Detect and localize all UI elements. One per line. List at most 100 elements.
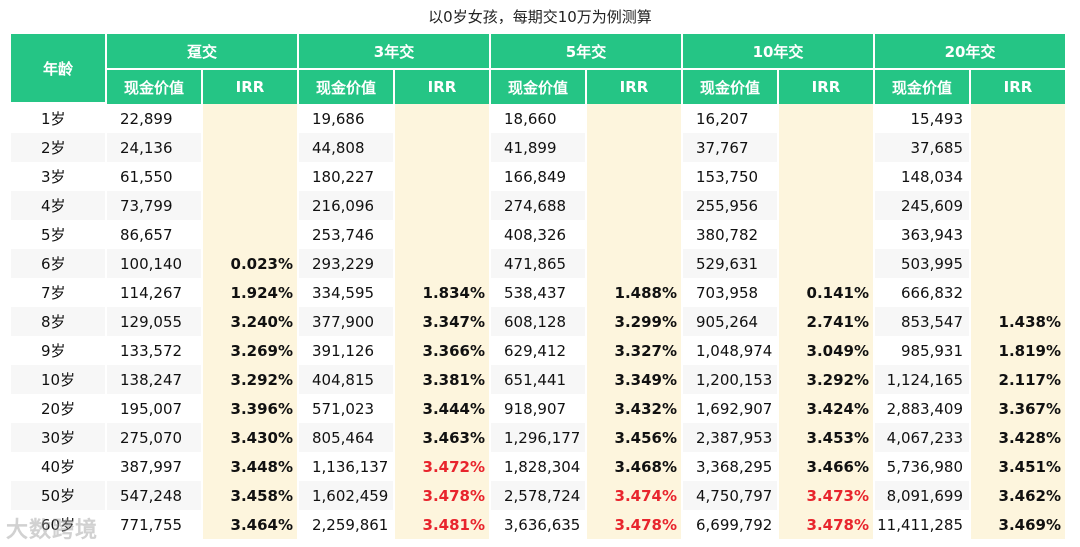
cash-value-header: 现金价值 xyxy=(107,70,201,104)
cash-value-cell: 1,828,304 xyxy=(504,457,581,476)
irr-cell: 3.472% xyxy=(395,452,489,481)
cash-value-cell: 538,437 xyxy=(504,283,567,302)
age-cell: 20岁 xyxy=(41,400,76,418)
cash-value-cell: 24,136 xyxy=(107,133,201,162)
cash-value-header: 现金价值 xyxy=(299,70,393,104)
irr-cell xyxy=(203,220,297,249)
table-row: 40岁 387,997 3.448% 1,136,137 3.472% 1,828,304… xyxy=(11,452,1065,481)
cash-value-cell: 16,207 xyxy=(696,109,749,128)
cash-value-cell: 180,227 xyxy=(312,167,375,186)
cash-value-cell: 608,128 xyxy=(491,307,585,336)
cash-value-cell: 571,023 xyxy=(312,399,375,418)
cash-value-cell: 19,686 xyxy=(312,109,365,128)
cash-value-cell: 651,441 xyxy=(491,365,585,394)
table-row: 9岁 133,572 3.269% 391,126 3.366% 629,412 3.327… xyxy=(11,336,1065,365)
irr-cell: 1.488% xyxy=(587,278,681,307)
cash-value-cell: 3,636,635 xyxy=(504,515,581,534)
cash-value-cell: 408,326 xyxy=(504,225,567,244)
age-cell: 60岁 xyxy=(41,516,76,534)
cash-value-cell: 377,900 xyxy=(299,307,393,336)
table-row: 2岁 24,136 44,808 41,899 37,767 37,685 xyxy=(11,133,1065,162)
cash-value-cell: 37,767 xyxy=(683,133,777,162)
cash-value-cell: 918,907 xyxy=(504,399,567,418)
irr-cell: 3.451% xyxy=(971,452,1065,481)
cash-value-cell: 363,943 xyxy=(900,225,963,244)
cash-value-cell: 334,595 xyxy=(312,283,375,302)
cash-value-cell: 41,899 xyxy=(491,133,585,162)
irr-cell xyxy=(971,162,1065,191)
irr-cell xyxy=(971,133,1065,162)
irr-cell: 3.428% xyxy=(971,423,1065,452)
cash-value-cell: 8,091,699 xyxy=(875,481,969,510)
irr-cell xyxy=(587,133,681,162)
age-cell: 40岁 xyxy=(41,458,76,476)
irr-cell: 3.444% xyxy=(395,394,489,423)
group-header: 3年交 xyxy=(299,34,489,70)
irr-cell: 3.453% xyxy=(779,423,873,452)
cash-value-cell: 2,883,409 xyxy=(886,399,963,418)
irr-cell: 3.381% xyxy=(395,365,489,394)
irr-cell xyxy=(779,191,873,220)
irr-cell xyxy=(587,162,681,191)
irr-cell: 3.466% xyxy=(779,452,873,481)
irr-cell xyxy=(203,162,297,191)
irr-cell: 1.924% xyxy=(203,278,297,307)
irr-cell: 3.458% xyxy=(203,481,297,510)
cash-value-cell: 100,140 xyxy=(107,249,201,278)
cash-value-cell: 114,267 xyxy=(120,283,183,302)
cash-value-cell: 6,699,792 xyxy=(696,515,773,534)
irr-cell xyxy=(779,249,873,278)
cash-value-cell: 148,034 xyxy=(900,167,963,186)
table-row: 3岁 61,550 180,227 166,849 153,750 148,034 xyxy=(11,162,1065,191)
irr-cell: 3.396% xyxy=(203,394,297,423)
cash-value-cell: 86,657 xyxy=(120,225,173,244)
irr-cell xyxy=(587,220,681,249)
cash-value-cell: 129,055 xyxy=(107,307,201,336)
cash-value-header: 现金价值 xyxy=(683,70,777,104)
cash-value-cell: 245,609 xyxy=(875,191,969,220)
age-cell: 5岁 xyxy=(41,226,66,244)
irr-cell: 3.478% xyxy=(587,510,681,539)
irr-cell: 3.430% xyxy=(203,423,297,452)
irr-cell: 3.469% xyxy=(971,510,1065,539)
cash-value-cell: 985,931 xyxy=(900,341,963,360)
cash-value-cell: 4,067,233 xyxy=(875,423,969,452)
irr-cell xyxy=(587,191,681,220)
cash-value-cell: 1,692,907 xyxy=(696,399,773,418)
group-header: 10年交 xyxy=(683,34,873,70)
age-cell: 1岁 xyxy=(41,110,66,128)
cash-value-header: 现金价值 xyxy=(491,70,585,104)
cash-value-cell: 153,750 xyxy=(696,167,759,186)
cash-value-cell: 4,750,797 xyxy=(683,481,777,510)
table-row: 6岁 100,140 0.023% 293,229 471,865 529,631 503,… xyxy=(11,249,1065,278)
irr-cell: 3.292% xyxy=(779,365,873,394)
irr-cell: 3.327% xyxy=(587,336,681,365)
irr-cell: 3.478% xyxy=(395,481,489,510)
table-row: 10岁 138,247 3.292% 404,815 3.381% 651,441 3.34… xyxy=(11,365,1065,394)
irr-header: IRR xyxy=(203,70,297,104)
cash-value-cell: 853,547 xyxy=(875,307,969,336)
irr-cell: 3.349% xyxy=(587,365,681,394)
table-row: 7岁 114,267 1.924% 334,595 1.834% 538,437 1.488… xyxy=(11,278,1065,307)
table-row: 60岁 771,755 3.464% 2,259,861 3.481% 3,636,635… xyxy=(11,510,1065,539)
irr-cell: 3.464% xyxy=(203,510,297,539)
cash-value-header: 现金价值 xyxy=(875,70,969,104)
irr-cell: 1.438% xyxy=(971,307,1065,336)
age-cell: 50岁 xyxy=(11,481,105,510)
age-cell: 2岁 xyxy=(11,133,105,162)
irr-cell: 3.473% xyxy=(779,481,873,510)
irr-cell: 2.117% xyxy=(971,365,1065,394)
age-cell: 30岁 xyxy=(11,423,105,452)
table-row: 50岁 547,248 3.458% 1,602,459 3.478% 2,578,724… xyxy=(11,481,1065,510)
age-cell: 7岁 xyxy=(41,284,66,302)
cash-value-cell: 18,660 xyxy=(504,109,557,128)
irr-header: IRR xyxy=(587,70,681,104)
irr-cell xyxy=(971,278,1065,307)
irr-cell xyxy=(395,220,489,249)
cash-value-cell: 471,865 xyxy=(491,249,585,278)
irr-cell xyxy=(395,104,489,133)
irr-cell: 3.462% xyxy=(971,481,1065,510)
irr-cell: 2.741% xyxy=(779,307,873,336)
irr-cell xyxy=(203,104,297,133)
irr-cell: 0.023% xyxy=(203,249,297,278)
